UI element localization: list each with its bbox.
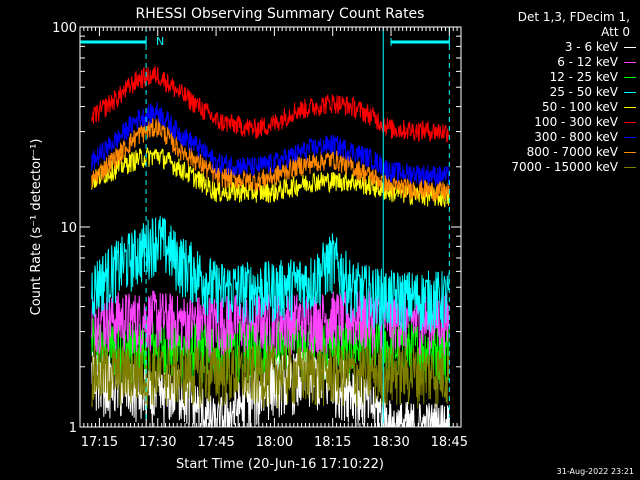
x-tick-label: 18:00 (256, 435, 293, 450)
series-line (91, 349, 450, 429)
x-axis-label: Start Time (20-Jun-16 17:10:22) (176, 457, 384, 472)
legend-swatch (624, 47, 636, 48)
legend-label: 50 - 100 keV (541, 100, 618, 114)
legend-swatch (624, 167, 636, 168)
footer-timestamp: 31-Aug-2022 23:21 (556, 467, 634, 476)
legend-swatch (624, 122, 636, 123)
y-axis-label: Count Rate (s⁻¹ detector⁻¹) (29, 139, 44, 316)
legend-item: 100 - 300 keV (478, 115, 638, 130)
legend-swatch (624, 62, 636, 63)
x-tick-label: 17:30 (139, 435, 176, 450)
legend-swatch (624, 107, 636, 108)
legend-item: 6 - 12 keV (478, 55, 638, 70)
legend-header-2: Att 0 (601, 25, 630, 39)
y-tick-label: 1 (69, 421, 77, 436)
series-line (91, 117, 450, 202)
series-line (91, 215, 450, 333)
legend-label: 7000 - 15000 keV (511, 160, 618, 174)
legend-item: 800 - 7000 keV (478, 145, 638, 160)
marker-layer (79, 27, 450, 427)
series-line (91, 344, 450, 409)
legend-label: 12 - 25 keV (549, 70, 618, 84)
x-tick-label: 18:45 (431, 435, 468, 450)
legend-label: 6 - 12 keV (557, 55, 618, 69)
legend-swatch (624, 92, 636, 93)
legend-label: 3 - 6 keV (564, 40, 618, 54)
x-tick-label: 18:30 (372, 435, 409, 450)
legend-label: 25 - 50 keV (549, 85, 618, 99)
legend-label: 800 - 7000 keV (526, 145, 618, 159)
tick-layer: 1 10 100 17:15 17:30 17:45 18:00 18:15 18:30 18:4… (52, 21, 468, 450)
legend-swatch (624, 152, 636, 153)
x-tick-label: 17:15 (81, 435, 118, 450)
legend: Det 1,3, FDecim 1, Att 0 3 - 6 keV 6 - 1… (478, 10, 638, 175)
series-layer (91, 65, 450, 429)
series-line (91, 65, 450, 143)
legend-item: 50 - 100 keV (478, 100, 638, 115)
legend-label: 100 - 300 keV (534, 115, 618, 129)
x-tick-label: 17:45 (197, 435, 234, 450)
chart-title: RHESSI Observing Summary Count Rates (136, 6, 425, 22)
y-tick-label: 10 (60, 221, 77, 236)
y-tick-label: 100 (52, 21, 77, 36)
legend-item: 300 - 800 keV (478, 130, 638, 145)
legend-swatch (624, 137, 636, 138)
legend-item: 3 - 6 keV (478, 40, 638, 55)
legend-label: 300 - 800 keV (534, 130, 618, 144)
legend-swatch (624, 77, 636, 78)
series-line (91, 102, 450, 186)
legend-item: 12 - 25 keV (478, 70, 638, 85)
annotation-n: N (156, 35, 164, 48)
legend-item: 25 - 50 keV (478, 85, 638, 100)
legend-item: 7000 - 15000 keV (478, 160, 638, 175)
x-tick-label: 18:15 (314, 435, 351, 450)
legend-header-1: Det 1,3, FDecim 1, (517, 10, 630, 24)
